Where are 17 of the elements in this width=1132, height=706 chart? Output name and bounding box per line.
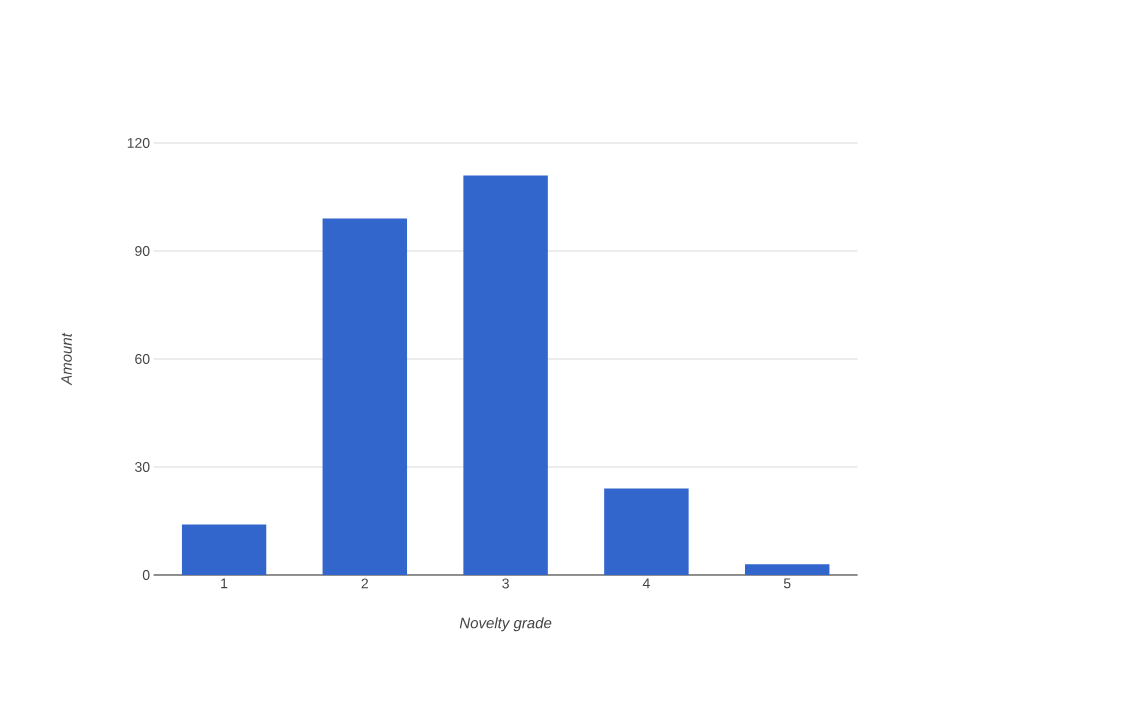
y-tick-label: 60: [135, 354, 150, 364]
x-tick-label: 1: [221, 578, 228, 589]
y-tick-label: 90: [135, 246, 150, 256]
y-tick-label: 30: [135, 462, 150, 472]
x-tick-label: 2: [361, 578, 368, 589]
y-axis-title: Amount: [61, 332, 72, 386]
x-tick-label: 3: [502, 578, 509, 589]
x-tick-label: 5: [783, 578, 791, 589]
bar: [322, 218, 408, 575]
y-tick-label: 120: [127, 138, 150, 148]
x-tick-label: 4: [642, 578, 650, 589]
bar: [744, 564, 830, 575]
bar: [181, 524, 267, 575]
bar: [463, 175, 548, 575]
x-axis-title: Novelty grade: [459, 617, 552, 632]
bar: [604, 488, 689, 575]
y-tick-label: 0: [142, 570, 150, 580]
